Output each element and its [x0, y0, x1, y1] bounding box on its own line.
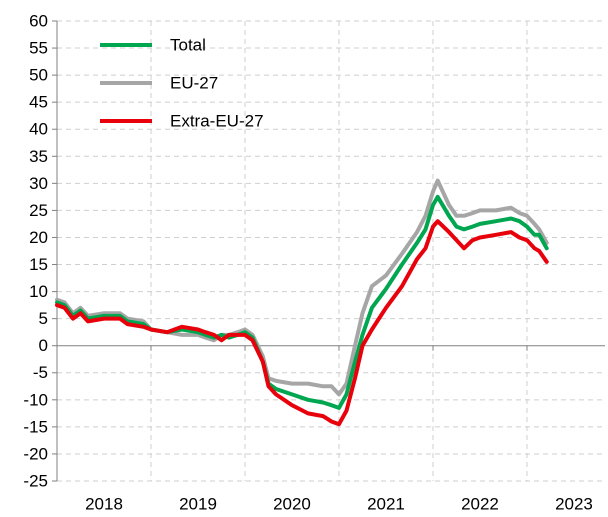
y-tick-label: 5: [39, 309, 48, 328]
x-tick-label: 2022: [461, 494, 499, 513]
y-tick-label: -15: [23, 417, 48, 436]
legend-label: EU-27: [170, 73, 218, 92]
y-tick-label: -25: [23, 471, 48, 490]
x-tick-label: 2019: [179, 494, 217, 513]
series-line: [55, 194, 549, 410]
y-tick-label: 0: [39, 336, 48, 355]
x-tick-label: 2021: [367, 494, 405, 513]
series-line: [55, 219, 549, 427]
y-tick-label: 40: [29, 120, 48, 139]
y-tick-label: 30: [29, 174, 48, 193]
y-tick-label: 45: [29, 93, 48, 112]
y-tick-label: 10: [29, 282, 48, 301]
x-tick-label: 2020: [273, 494, 311, 513]
y-tick-label: 60: [29, 11, 48, 30]
legend-label: Total: [170, 35, 206, 54]
y-tick-label: 50: [29, 66, 48, 85]
legend-label: Extra-EU-27: [170, 111, 264, 130]
series-line: [55, 178, 549, 397]
y-tick-label: 15: [29, 255, 48, 274]
y-tick-label: 20: [29, 228, 48, 247]
y-tick-label: -10: [23, 390, 48, 409]
y-tick-label: 55: [29, 39, 48, 58]
y-tick-label: -20: [23, 444, 48, 463]
x-tick-label: 2023: [555, 494, 593, 513]
y-tick-label: 35: [29, 147, 48, 166]
y-tick-label: 25: [29, 201, 48, 220]
y-tick-label: -5: [33, 363, 48, 382]
x-tick-label: 2018: [85, 494, 123, 513]
